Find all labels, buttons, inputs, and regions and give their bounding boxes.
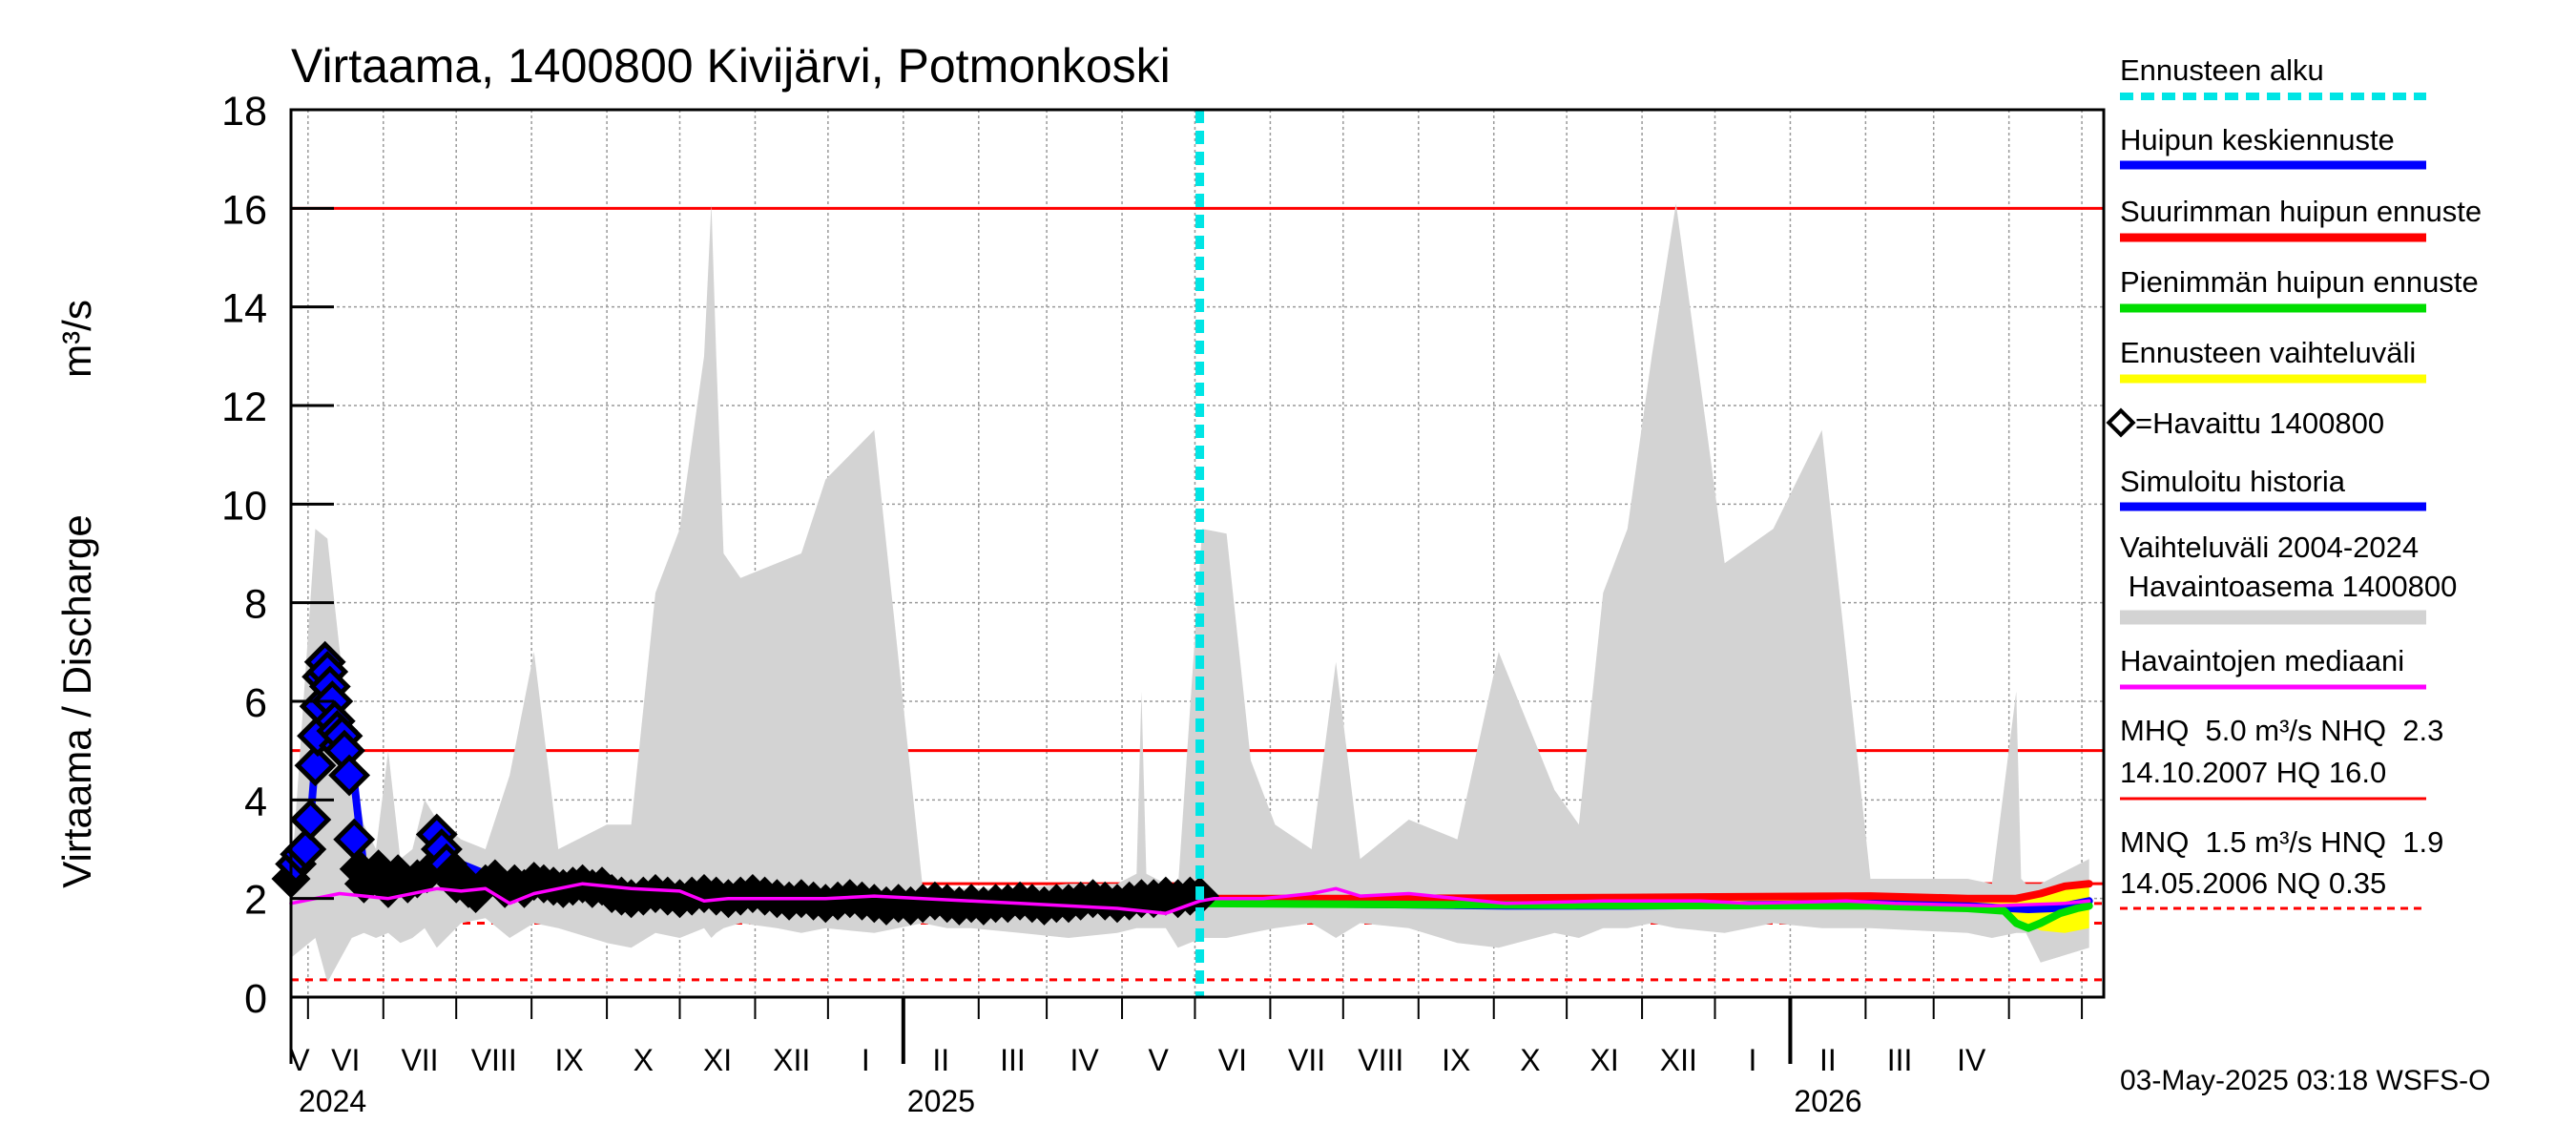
observed-point	[284, 828, 327, 870]
legend-max-peak: Suurimman huipun ennuste	[2120, 195, 2482, 228]
chart-title: Virtaama, 1400800 Kivijärvi, Potmonkoski	[291, 39, 1171, 93]
legend-mnq-line1: MNQ 1.5 m³/s HNQ 1.9	[2120, 825, 2443, 859]
observed-point	[328, 754, 371, 797]
x-month-label: I	[1749, 1043, 1757, 1077]
observed-point	[289, 799, 332, 841]
y-tick-label: 14	[221, 286, 267, 332]
legend-mnq-line2: 14.05.2006 NQ 0.35	[2120, 866, 2386, 900]
legend-forecast-range: Ennusteen vaihteluväli	[2120, 336, 2416, 369]
series-pienimman-huipun-ennuste	[1195, 899, 2093, 932]
legend-median: Havaintojen mediaani	[2120, 644, 2404, 677]
x-month-label: XI	[703, 1043, 732, 1077]
y-tick-label: 16	[221, 187, 267, 233]
series-layer	[271, 203, 2093, 983]
x-month-label: VII	[401, 1043, 438, 1077]
legend-range-line2: Havaintoasema 1400800	[2120, 570, 2457, 603]
legend: Ennusteen alku Huipun keskiennuste Suuri…	[2106, 53, 2482, 910]
series-havaintojen-mediaani	[289, 882, 2091, 915]
legend-forecast-start: Ennusteen alku	[2120, 53, 2324, 87]
x-month-label: X	[1520, 1043, 1540, 1077]
x-year-label: 2025	[907, 1084, 975, 1118]
x-month-label: VI	[331, 1043, 360, 1077]
x-month-label: VIII	[1358, 1043, 1403, 1077]
y-ticks: 0 2 4 6 8 10 12 14 16 18	[221, 89, 334, 1022]
x-month-label: III	[1887, 1043, 1913, 1077]
y-axis-unit: m³/s	[54, 300, 99, 378]
y-axis-label: Virtaama / Discharge	[54, 514, 99, 887]
y-tick-label: 4	[244, 779, 267, 824]
x-month-label: II	[1819, 1043, 1837, 1077]
x-month-label: V	[1149, 1043, 1170, 1077]
x-month-label: III	[1000, 1043, 1026, 1077]
legend-min-peak: Pienimmän huipun ennuste	[2120, 265, 2479, 299]
plot-frame	[289, 108, 2106, 999]
x-month-label: VIII	[471, 1043, 517, 1077]
axes	[289, 108, 2106, 1064]
legend-observed-marker-icon	[2106, 407, 2136, 438]
x-ticks: V VI VII VIII IX X XI XII I II III IV V VI VII VIII IX X X…	[289, 997, 2084, 1118]
y-tick-label: 12	[221, 385, 267, 430]
series-havaittu-1400800	[271, 640, 1220, 926]
observed-point	[333, 818, 376, 861]
x-month-label: IX	[554, 1043, 583, 1077]
x-month-label: II	[932, 1043, 949, 1077]
x-month-label: VI	[1218, 1043, 1247, 1077]
legend-observed: =Havaittu 1400800	[2135, 406, 2384, 440]
x-month-label: IX	[1442, 1043, 1470, 1077]
y-tick-label: 8	[244, 582, 267, 628]
legend-range-line1: Vaihteluväli 2004-2024	[2120, 531, 2419, 564]
x-month-label: I	[862, 1043, 870, 1077]
series-vaihteluvali-2004-2024-havaintoasema-140	[291, 203, 2089, 983]
observed-point	[294, 744, 337, 787]
y-tick-label: 6	[244, 680, 267, 726]
footer-timestamp: 03-May-2025 03:18 WSFS-O	[2120, 1065, 2491, 1096]
y-tick-label: 18	[221, 89, 267, 135]
x-month-label: XII	[773, 1043, 810, 1077]
y-tick-label: 2	[244, 878, 267, 924]
x-year-label: 2026	[1794, 1084, 1861, 1118]
x-month-label: XII	[1660, 1043, 1697, 1077]
x-month-label: XI	[1589, 1043, 1618, 1077]
legend-mhq-line1: MHQ 5.0 m³/s NHQ 2.3	[2120, 714, 2443, 747]
x-month-label: IV	[1957, 1043, 1986, 1077]
x-year-label: 2024	[299, 1084, 366, 1118]
x-month-label: VII	[1288, 1043, 1325, 1077]
legend-mean-peak: Huipun keskiennuste	[2120, 123, 2395, 156]
y-tick-label: 0	[244, 976, 267, 1022]
y-tick-label: 10	[221, 483, 267, 529]
x-month-label: V	[289, 1043, 310, 1077]
x-month-label: X	[634, 1043, 654, 1077]
x-month-label: IV	[1070, 1043, 1099, 1077]
legend-mhq-line2: 14.10.2007 HQ 16.0	[2120, 756, 2386, 789]
legend-simulated: Simuloitu historia	[2120, 465, 2346, 498]
